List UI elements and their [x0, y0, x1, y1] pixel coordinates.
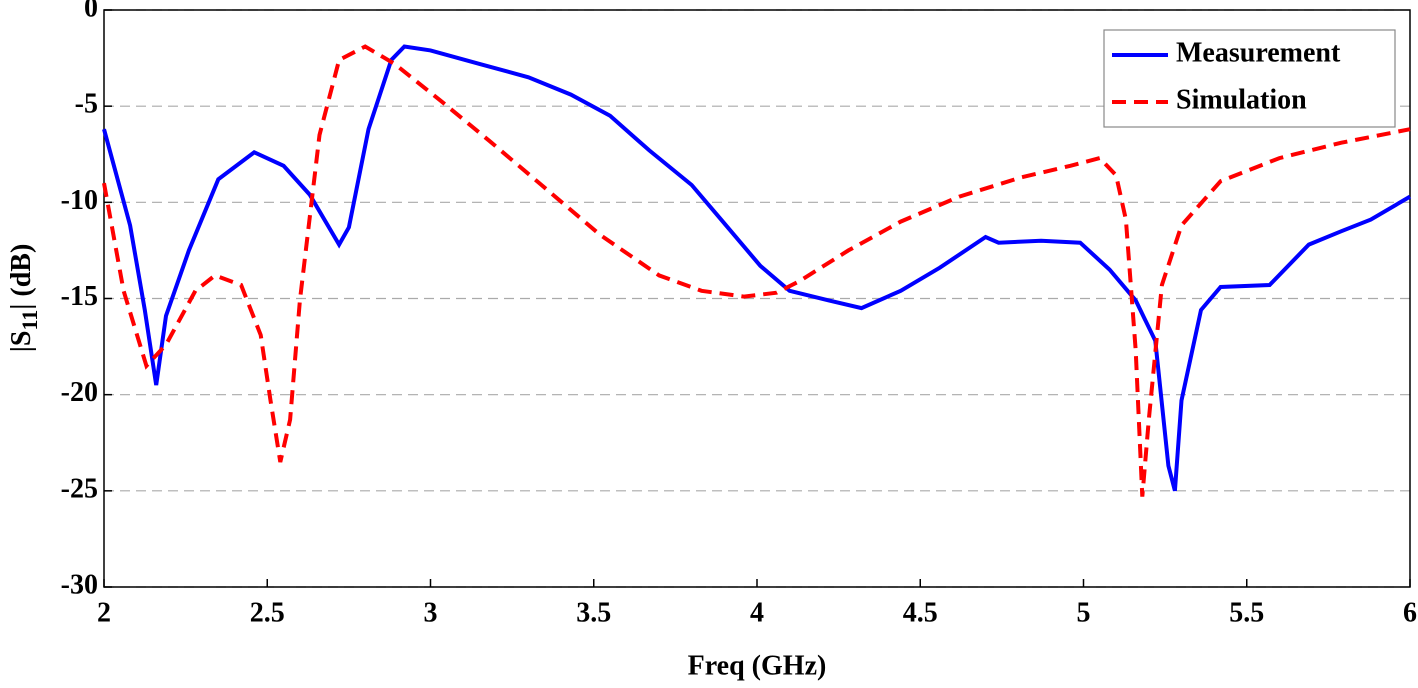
x-tick-label: 6 — [1403, 597, 1417, 628]
data-line — [102, 44, 1411, 497]
x-tick-label: 2 — [97, 597, 111, 628]
y-tick-label: -25 — [61, 473, 98, 504]
y-label-part: |S — [6, 331, 37, 353]
y-tick-label: 0 — [84, 0, 98, 23]
plot-frame — [103, 9, 1411, 588]
x-tick-label: 4.5 — [903, 597, 938, 628]
y-tick-label: -20 — [61, 377, 98, 408]
legend-label: Measurement — [1176, 37, 1341, 68]
x-tick-label: 2.5 — [250, 597, 285, 628]
x-tick-label: 4 — [750, 597, 764, 628]
y-label-subscript: 11 — [17, 310, 42, 331]
x-tick-label: 3 — [424, 597, 438, 628]
legend-label: Simulation — [1176, 84, 1307, 115]
y-tick-label: -30 — [61, 569, 98, 600]
y-label-part: | (dB) — [6, 244, 37, 310]
y-tick-label: -10 — [61, 185, 98, 216]
x-tick-label: 3.5 — [576, 597, 611, 628]
y-tick-label: -5 — [75, 89, 98, 120]
x-tick-label: 5 — [1077, 597, 1091, 628]
legend-box — [1103, 29, 1396, 128]
x-axis-label: Freq (GHz) — [688, 650, 827, 681]
y-tick-label: -15 — [61, 281, 98, 312]
x-tick-label: 5.5 — [1229, 597, 1264, 628]
data-line — [102, 44, 1412, 492]
y-axis-label: |S11| (dB) — [6, 244, 42, 353]
